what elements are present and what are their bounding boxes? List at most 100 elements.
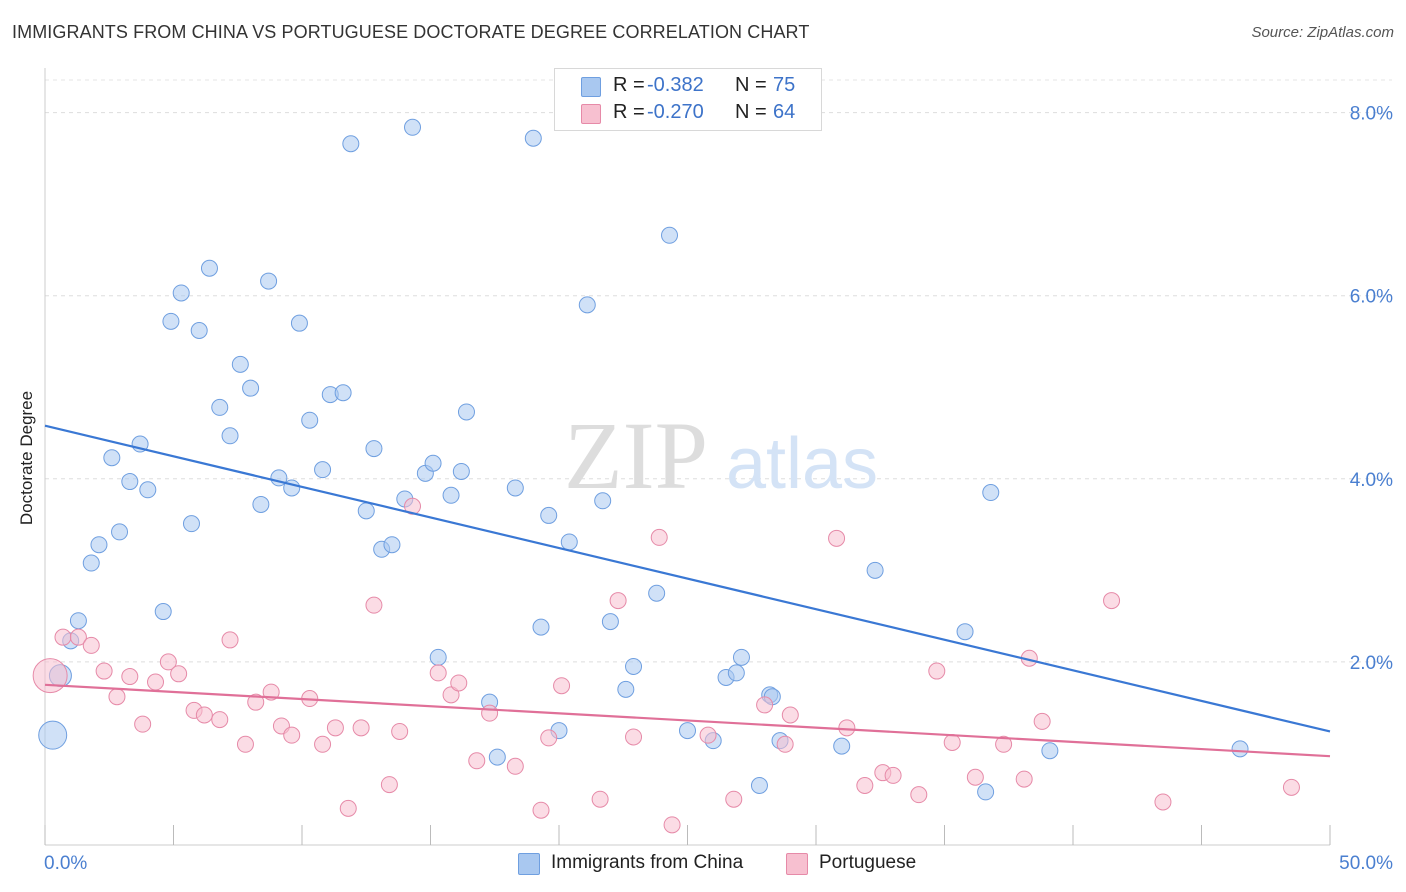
stats-legend-box: R = -0.382 N = 75 R = -0.270 N = 64: [554, 68, 822, 131]
china-point: [732, 648, 750, 666]
china-trend-line: [44, 424, 1331, 733]
legend-label-portuguese: Portuguese: [819, 852, 917, 873]
portuguese-point: [236, 735, 254, 753]
watermark-atlas: atlas: [726, 424, 878, 504]
portuguese-point: [247, 693, 265, 711]
china-point: [977, 783, 995, 801]
china-point: [442, 486, 460, 504]
portuguese-point: [591, 790, 609, 808]
portuguese-point: [609, 592, 627, 610]
portuguese-point: [326, 719, 344, 737]
china-point: [211, 398, 229, 416]
portuguese-point: [391, 722, 409, 740]
portuguese-point: [928, 662, 946, 680]
legend-label-china: Immigrants from China: [551, 852, 744, 873]
portuguese-point: [159, 653, 177, 671]
china-point: [111, 523, 129, 541]
chart-title: IMMIGRANTS FROM CHINA VS PORTUGUESE DOCT…: [12, 22, 810, 42]
portuguese-point: [221, 631, 239, 649]
x-tick-label: 0.0%: [44, 853, 87, 874]
portuguese-point: [995, 735, 1013, 753]
portuguese-point: [540, 729, 558, 747]
china-point: [488, 748, 506, 766]
china-point: [594, 492, 612, 510]
china-point: [38, 720, 68, 750]
portuguese-point: [725, 790, 743, 808]
china-point: [578, 296, 596, 314]
china-point: [314, 461, 332, 479]
portuguese-point: [195, 706, 213, 724]
portuguese-point: [966, 768, 984, 786]
china-point: [540, 506, 558, 524]
china-point: [82, 554, 100, 572]
portuguese-point: [121, 668, 139, 686]
portuguese-point: [450, 674, 468, 692]
portuguese-point: [32, 658, 68, 694]
portuguese-trend-line: [44, 683, 1331, 758]
n-value: 64: [773, 101, 796, 123]
china-point: [560, 533, 578, 551]
tick-labels: 2.0% 4.0% 6.0% 8.0% 0.0% 50.0%: [44, 104, 1393, 874]
portuguese-point: [147, 673, 165, 691]
china-point: [404, 118, 422, 136]
china-point: [956, 623, 974, 641]
portuguese-point: [910, 786, 928, 804]
x-tick-label: 50.0%: [1339, 853, 1393, 874]
legend: Immigrants from China Portuguese: [0, 852, 1406, 878]
portuguese-point: [95, 662, 113, 680]
china-point: [357, 502, 375, 520]
china-point: [365, 440, 383, 458]
portuguese-swatch: [581, 104, 601, 124]
portuguese-point: [69, 628, 87, 646]
portuguese-point: [532, 801, 550, 819]
portuguese-point: [756, 696, 774, 714]
portuguese-point: [1033, 712, 1051, 730]
portuguese-point: [828, 529, 846, 547]
china-point: [301, 411, 319, 429]
china-point: [334, 384, 352, 402]
portuguese-point: [856, 776, 874, 794]
china-point: [172, 284, 190, 302]
axes: [44, 68, 1331, 846]
r-value: -0.270: [647, 101, 704, 123]
china-point: [833, 737, 851, 755]
trend-lines: [44, 424, 1331, 758]
china-point: [506, 479, 524, 497]
china-point: [625, 657, 643, 675]
portuguese-point: [442, 686, 460, 704]
portuguese-point: [1282, 778, 1300, 796]
y-tick-label: 8.0%: [1350, 104, 1393, 125]
portuguese-point: [776, 735, 794, 753]
china-point: [617, 680, 635, 698]
portuguese-point: [481, 704, 499, 722]
china-point: [679, 722, 696, 740]
points-layer: [32, 107, 1300, 834]
portuguese-point: [352, 719, 370, 737]
y-tick-label: 6.0%: [1350, 287, 1393, 308]
china-point: [154, 603, 172, 621]
china-point: [182, 515, 200, 533]
portuguese-point: [838, 719, 856, 737]
r-label: R =: [613, 101, 645, 123]
china-point: [103, 449, 121, 467]
portuguese-point: [781, 706, 799, 724]
china-point: [200, 259, 218, 277]
portuguese-point: [553, 677, 571, 695]
china-point: [524, 129, 542, 147]
portuguese-point: [468, 752, 486, 770]
china-point: [457, 403, 475, 421]
portuguese-point: [314, 735, 332, 753]
china-point: [750, 776, 768, 794]
r-value: -0.382: [647, 74, 704, 96]
china-point: [260, 272, 278, 290]
n-label: N =: [735, 74, 767, 96]
y-tick-label: 4.0%: [1350, 470, 1393, 491]
portuguese-point: [211, 711, 229, 729]
china-point: [290, 314, 308, 332]
china-point: [121, 473, 139, 491]
portuguese-point: [108, 688, 126, 706]
portuguese-point: [365, 596, 383, 614]
portuguese-point: [339, 799, 357, 817]
china-point: [252, 495, 270, 513]
china-point: [452, 462, 470, 480]
